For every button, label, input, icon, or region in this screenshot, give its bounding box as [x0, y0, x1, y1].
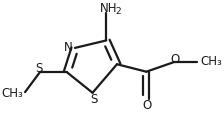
- Text: NH: NH: [99, 2, 117, 15]
- Text: CH₃: CH₃: [200, 55, 222, 68]
- Text: S: S: [35, 63, 42, 75]
- Text: S: S: [90, 93, 97, 106]
- Text: CH₃: CH₃: [1, 87, 23, 100]
- Text: 2: 2: [116, 7, 121, 16]
- Text: N: N: [64, 41, 73, 54]
- Text: O: O: [143, 99, 152, 112]
- Text: O: O: [170, 53, 179, 66]
